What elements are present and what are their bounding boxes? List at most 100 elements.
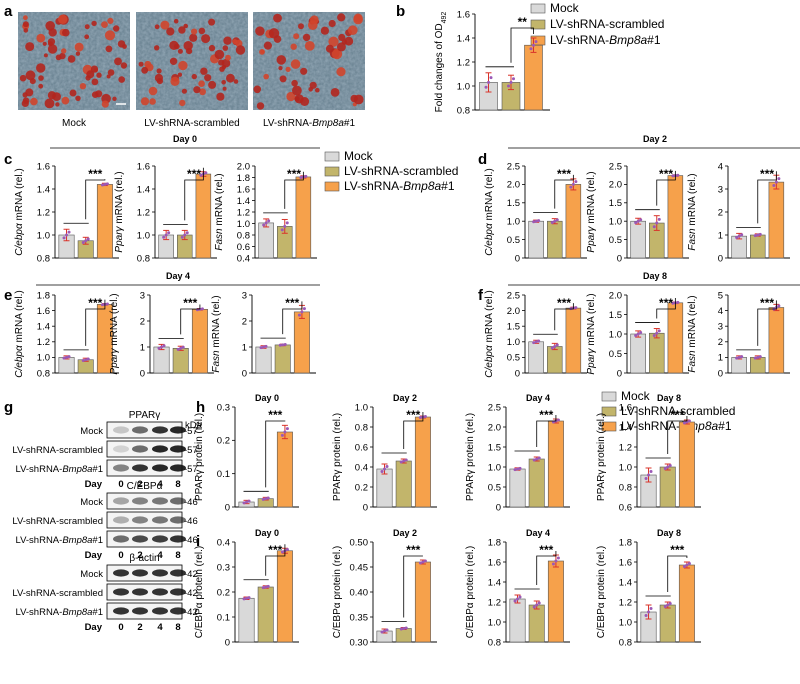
data-point (299, 176, 303, 179)
legend-b: Mock LV-shRNA-scrambled LV-shRNA-Bmp8a#1 (530, 1, 664, 47)
data-point (534, 219, 538, 223)
row-suffix: #1 (92, 464, 103, 475)
panel-label-c: c (4, 151, 12, 168)
y-tick-label: 0.5 (507, 235, 520, 246)
lipid-droplet (91, 91, 99, 98)
blot-day-number: 0 (118, 622, 123, 633)
lipid-droplet (294, 96, 300, 102)
y-tick-label: 1.2 (37, 337, 50, 348)
lipid-droplet (106, 74, 111, 79)
row-gene: Bmp8a (62, 535, 92, 546)
y-tick-label: 0.2 (217, 436, 230, 447)
lipid-droplet (47, 44, 58, 54)
lipid-droplet (177, 48, 183, 54)
data-point (385, 465, 389, 468)
blot-band (113, 516, 129, 524)
data-point (421, 560, 425, 564)
chart-c2: 0.8 1.0 1.2 1.4 1.6 Pparγ mRNA (rel.) *** (114, 161, 217, 264)
significance-stars: *** (268, 408, 282, 422)
lipid-droplet (160, 20, 170, 30)
data-point (663, 467, 667, 470)
lipid-droplet (30, 97, 38, 106)
y-tick-label: 0 (496, 502, 501, 513)
significance-bracket (656, 170, 676, 206)
lipid-droplet (253, 85, 262, 94)
bar (667, 175, 684, 259)
y-tick-label: 0.5 (609, 349, 622, 360)
data-point (574, 180, 578, 184)
data-point (518, 595, 522, 599)
lipid-droplet (290, 59, 301, 69)
blot-band (152, 426, 168, 434)
y-tick-label: 0.8 (237, 230, 250, 241)
chart-d3: 0 1 2 3 4 Fasn mRNA (rel.) *** (687, 161, 790, 264)
data-point (380, 470, 384, 473)
data-point (399, 460, 403, 464)
ylabel-text: mRNA (rel.) (687, 295, 698, 350)
significance-stars: *** (659, 296, 673, 310)
data-point (264, 497, 268, 501)
blot-band (132, 569, 148, 577)
lipid-droplet (138, 61, 144, 67)
bar (257, 586, 274, 643)
data-point (267, 219, 271, 223)
data-point (62, 236, 66, 240)
data-point (636, 332, 640, 336)
significance-bracket (554, 303, 574, 331)
data-point (671, 174, 675, 178)
data-point (65, 233, 69, 237)
lipid-droplet (25, 70, 36, 81)
legend-gene: Bmp8a (609, 33, 647, 47)
y-tick-label: 1.0 (609, 217, 622, 228)
bar (547, 220, 563, 259)
lipid-droplet (290, 43, 297, 50)
y-tick-label: 0.4 (355, 462, 368, 473)
caption-gene: Bmp8a (312, 118, 344, 129)
data-point (756, 233, 760, 237)
data-point (551, 562, 555, 566)
bar (276, 431, 293, 508)
y-tick-label: 1.0 (609, 329, 622, 340)
y-tick-label: 0.30 (350, 637, 369, 648)
lipid-droplet (45, 21, 55, 31)
data-point (285, 548, 289, 551)
legend-prefix: LV-shRNA- (621, 419, 680, 433)
data-point (280, 433, 284, 437)
data-point (753, 356, 757, 360)
data-point (682, 421, 686, 425)
chart-title: Day 8 (657, 528, 681, 538)
y-tick-label: 0.8 (37, 253, 50, 264)
chart-c1: 0.8 1.0 1.2 1.4 1.6 C/ebpα mRNA (rel.) *** (14, 161, 119, 264)
micrographs: Mock LV-shRNA-scrambled LV-shRNA-Bmp8a#1 (18, 12, 365, 129)
y-tick-label: 1.2 (37, 207, 50, 218)
y-tick-label: 0.6 (619, 502, 632, 513)
significance-bracket (282, 301, 303, 335)
data-point (655, 331, 659, 335)
blot-day-label: Day (85, 550, 103, 561)
data-point (261, 586, 265, 590)
western-blots: PPARγ kDa Mock -57 LV-shRNA-scrambled -57 LV-s… (12, 410, 202, 633)
micrograph-caption: LV-shRNA-scrambled (144, 118, 239, 129)
legend-swatch (530, 3, 546, 14)
data-point (512, 77, 515, 81)
blot-day-number: 4 (157, 479, 163, 490)
bar (528, 458, 545, 508)
lipid-droplet (320, 26, 329, 35)
y-tick-label: 1 (242, 342, 247, 353)
y-axis-label: Pparγ mRNA (rel.) (114, 171, 125, 252)
blot-day-number: 8 (175, 622, 180, 633)
lipid-droplet (107, 69, 115, 76)
blot-band (152, 464, 168, 472)
y-tick-label: 1.0 (619, 462, 632, 473)
significance-stars: *** (760, 167, 774, 181)
panel-label-d: d (478, 151, 487, 168)
data-point (264, 344, 268, 348)
data-point (297, 313, 301, 317)
y-tick-label: 1.8 (37, 290, 50, 301)
y-tick-label: 3 (242, 290, 247, 301)
lipid-droplet (21, 99, 29, 107)
ylabel-text: mRNA (rel.) (14, 168, 25, 223)
data-point (487, 80, 490, 84)
lipid-droplet (223, 36, 232, 45)
